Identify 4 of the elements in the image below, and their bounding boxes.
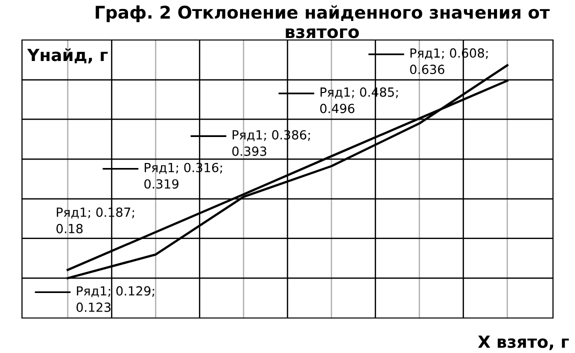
x-axis-title: X взято, г — [478, 336, 569, 350]
data-label: Ряд1; 0.129; 0.123 — [76, 286, 154, 312]
chart-title: Граф. 2 Отклонение найденного значения от взятого — [96, 5, 550, 38]
y-axis-title: Yнайд, г — [27, 48, 108, 64]
